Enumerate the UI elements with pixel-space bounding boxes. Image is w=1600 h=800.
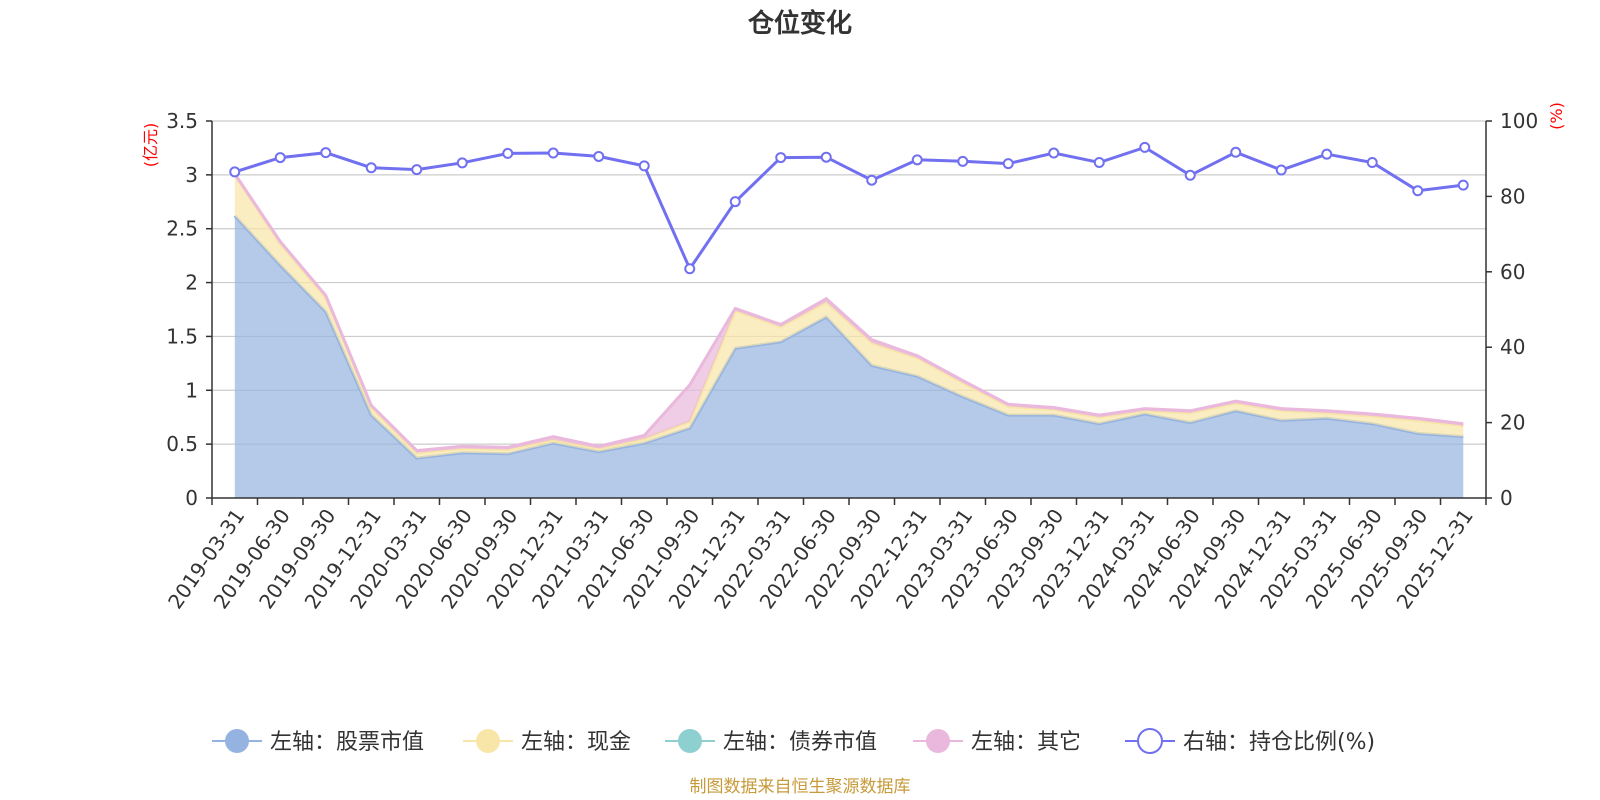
ratio-point	[1139, 141, 1151, 153]
ratio-point	[1048, 147, 1060, 159]
legend-marker	[225, 729, 249, 753]
ratio-point	[1184, 169, 1196, 181]
left-tick-label: 1	[185, 378, 198, 402]
left-tick-label: 0	[185, 486, 198, 510]
legend-label: 左轴：现金	[521, 730, 631, 755]
ratio-point	[547, 147, 559, 159]
chart-title: 仓位变化	[747, 8, 852, 39]
ratio-point	[502, 147, 514, 159]
ratio-point	[274, 152, 286, 164]
left-tick-label: 0.5	[166, 432, 198, 456]
ratio-point	[593, 150, 605, 162]
left-tick-label: 3	[185, 163, 198, 187]
ratio-point	[1321, 148, 1333, 160]
left-axis-unit: (亿元)	[141, 123, 160, 168]
ratio-point	[456, 157, 468, 169]
legend-label: 左轴：股票市值	[270, 730, 424, 755]
ratio-line	[229, 141, 1469, 275]
ratio-point	[1002, 158, 1014, 170]
ratio-point	[365, 162, 377, 174]
right-tick-label: 60	[1500, 260, 1525, 284]
area-line-3	[233, 172, 1464, 453]
ratio-line-path	[234, 145, 1464, 272]
ratio-point	[775, 152, 787, 164]
legend-marker	[926, 729, 950, 753]
areas	[233, 172, 1464, 499]
right-tick-label: 40	[1500, 335, 1525, 359]
ratio-point	[320, 147, 332, 159]
legend-label: 左轴：债券市值	[723, 730, 877, 755]
ratio-point	[684, 263, 696, 275]
ratio-point	[911, 154, 923, 166]
right-tick-label: 0	[1500, 486, 1513, 510]
ratio-point	[820, 151, 832, 163]
ratio-point	[1230, 146, 1242, 158]
legend-marker	[476, 729, 500, 753]
ratio-point	[638, 160, 650, 172]
ratio-point	[229, 166, 241, 178]
right-tick-label: 20	[1500, 411, 1525, 435]
data-source: 制图数据来自恒生聚源数据库	[690, 777, 911, 797]
ratio-point	[1275, 164, 1287, 176]
left-tick-label: 1.5	[166, 324, 198, 348]
legend-marker	[1137, 728, 1163, 754]
ratio-point	[1366, 156, 1378, 168]
ratio-point	[1457, 179, 1469, 191]
legend: 左轴：股票市值 左轴：现金 左轴：债券市值 左轴：其它 右轴：持仓比例(%)	[212, 728, 1375, 755]
ratio-point	[729, 196, 741, 208]
legend-marker	[678, 729, 702, 753]
ratio-point	[1093, 156, 1105, 168]
ratio-point	[957, 155, 969, 167]
left-tick-label: 2	[185, 271, 198, 295]
right-axis-unit: (%)	[1547, 102, 1566, 130]
legend-label: 左轴：其它	[971, 730, 1081, 755]
ratio-point	[411, 164, 423, 176]
ratio-point	[1412, 185, 1424, 197]
area-series-0	[234, 215, 1464, 499]
right-tick-label: 100	[1500, 109, 1538, 133]
left-tick-label: 3.5	[166, 109, 198, 133]
legend-label: 右轴：持仓比例(%)	[1183, 730, 1375, 755]
left-tick-label: 2.5	[166, 217, 198, 241]
right-tick-label: 80	[1500, 184, 1525, 208]
ratio-point	[866, 174, 878, 186]
